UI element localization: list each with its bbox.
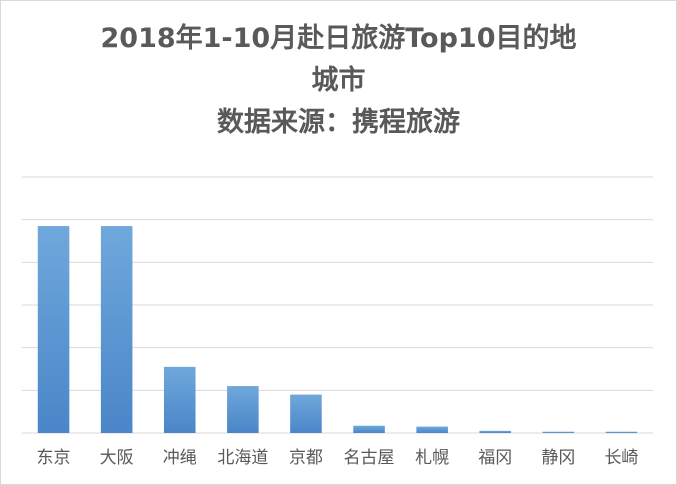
chart-title: 2018年1-10月赴日旅游Top10目的地 城市 数据来源：携程旅游 <box>60 18 617 144</box>
x-tick-label: 大阪 <box>100 448 134 468</box>
bar-2 <box>100 226 133 433</box>
bar-1 <box>37 226 70 433</box>
bar-3 <box>163 366 196 433</box>
x-tick-label: 长崎 <box>604 448 638 468</box>
chart-title-line-3: 数据来源：携程旅游 <box>217 107 460 138</box>
x-tick-label: 名古屋 <box>344 448 395 468</box>
bar-5 <box>290 394 322 433</box>
bar-10 <box>605 431 638 433</box>
x-tick-label: 福冈 <box>478 448 512 468</box>
chart-title-line-1: 2018年1-10月赴日旅游Top10目的地 <box>100 23 577 54</box>
bars <box>37 226 638 433</box>
x-tick-label: 东京 <box>37 448 71 468</box>
x-tick-label: 静冈 <box>541 448 575 468</box>
bar-4 <box>227 386 259 433</box>
chart-title-line-2: 城市 <box>311 65 366 96</box>
bar-6 <box>353 425 385 433</box>
x-tick-label: 北海道 <box>217 448 268 468</box>
bar-8 <box>479 430 512 433</box>
x-tick-label: 冲绳 <box>163 448 197 468</box>
bar-7 <box>416 426 448 433</box>
x-tick-label: 札幌 <box>415 448 449 468</box>
x-tick-label: 京都 <box>289 448 323 468</box>
x-axis-labels: 东京 大阪 冲绳 北海道 京都 名古屋 札幌 福冈 静冈 长崎 <box>37 448 639 468</box>
bar-9 <box>542 431 575 433</box>
